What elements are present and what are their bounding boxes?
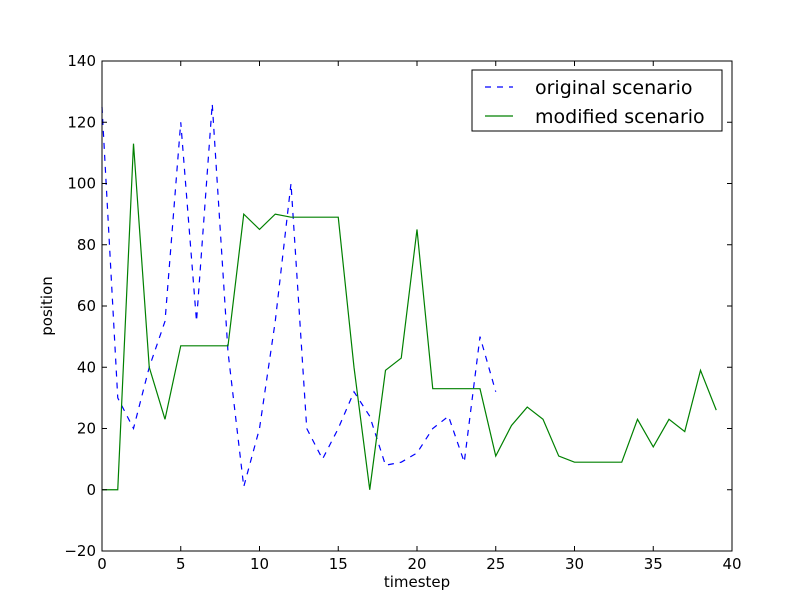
x-tick-label: 30 <box>565 555 584 573</box>
x-tick-label: 5 <box>176 555 186 573</box>
y-tick-label: 40 <box>77 358 96 376</box>
y-axis-label: position <box>38 276 56 335</box>
x-axis-label: timestep <box>384 573 450 591</box>
legend-box <box>471 69 723 132</box>
series-line-original-scenario <box>101 103 497 487</box>
y-tick-label: 20 <box>77 420 96 438</box>
series-line-modified-scenario <box>102 143 717 491</box>
y-tick-label: 140 <box>67 52 96 70</box>
x-tick-label: 0 <box>97 555 107 573</box>
legend-label-original-scenario: original scenario <box>535 77 693 99</box>
x-tick-label: 10 <box>250 555 269 573</box>
x-tick-label: 40 <box>722 555 741 573</box>
legend: original scenario modified scenario <box>471 69 723 132</box>
y-tick-label: 120 <box>67 113 96 131</box>
y-tick-label: 0 <box>86 481 96 499</box>
legend-label-modified-scenario: modified scenario <box>535 106 705 128</box>
y-tick-label: −20 <box>64 542 96 560</box>
x-tick-label: 20 <box>407 555 426 573</box>
x-tick-label: 35 <box>644 555 663 573</box>
y-tick-label: 60 <box>77 297 96 315</box>
y-tick-label: 100 <box>67 175 96 193</box>
x-tick-label: 25 <box>486 555 505 573</box>
series-layer <box>101 103 717 491</box>
y-tick-label: 80 <box>77 236 96 254</box>
x-tick-label: 15 <box>329 555 348 573</box>
plot-area <box>102 61 732 551</box>
